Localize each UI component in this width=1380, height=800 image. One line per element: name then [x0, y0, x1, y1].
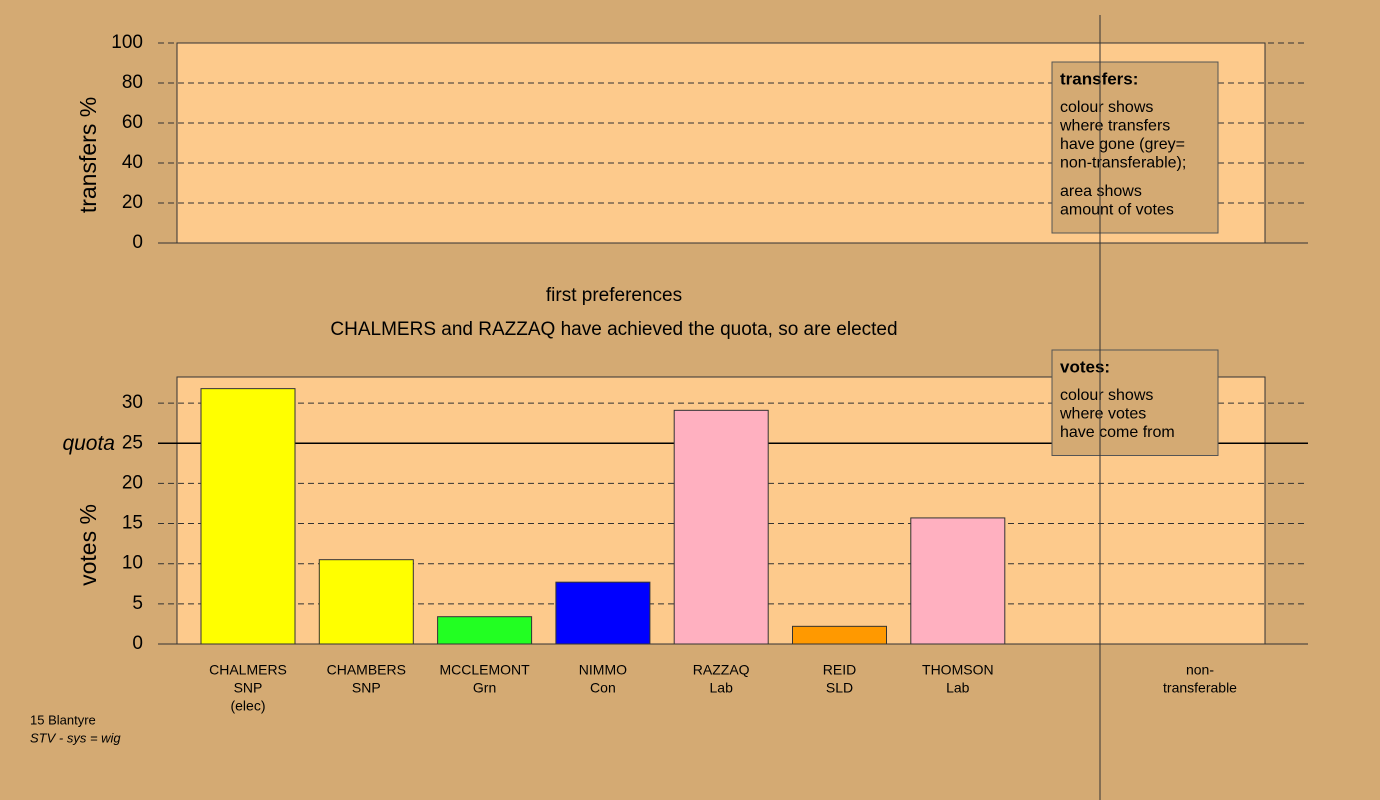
x-tick-label: Con [590, 680, 616, 696]
x-tick-label: (elec) [230, 698, 265, 714]
x-tick-label: NIMMO [579, 662, 627, 678]
legend-text: area shows [1060, 183, 1142, 200]
footer: 15 Blantyre [30, 712, 96, 727]
x-tick-label: THOMSON [922, 662, 994, 678]
x-tick-label: RAZZAQ [693, 662, 750, 678]
bar [437, 616, 533, 645]
y-tick-label: 10 [122, 553, 143, 574]
y-tick-label: 20 [122, 472, 143, 493]
legend-text: non-transferable); [1060, 155, 1186, 172]
x-tick-label: SNP [352, 680, 381, 696]
y-tick-label: 5 [132, 593, 143, 614]
y-tick-label: 15 [122, 513, 143, 534]
legend-box [1051, 61, 1219, 234]
y-tick-label: 0 [132, 633, 143, 654]
chart-title: first preferences [546, 285, 682, 306]
x-tick-label: CHAMBERS [327, 662, 406, 678]
legend-title: votes: [1060, 357, 1110, 376]
bar [555, 581, 651, 645]
legend-box [1051, 349, 1219, 456]
y-tick-label: 100 [111, 32, 143, 53]
x-tick-label: Lab [946, 680, 970, 696]
x-tick-label: REID [823, 662, 856, 678]
legend-text: have gone (grey= [1060, 136, 1185, 153]
annotation: CHALMERS and RAZZAQ have achieved the qu… [330, 319, 897, 340]
legend-title: transfers: [1060, 69, 1138, 88]
x-tick-label: MCCLEMONT [439, 662, 530, 678]
y-tick-label: 40 [122, 152, 143, 173]
y-tick-label: 20 [122, 192, 143, 213]
x-tick-label: Grn [473, 680, 496, 696]
bar [673, 409, 769, 645]
legend-text: where transfers [1059, 118, 1170, 135]
y-tick-label: 80 [122, 72, 143, 93]
y-axis-title: votes % [75, 504, 101, 586]
x-tick-label: Lab [710, 680, 734, 696]
y-tick-label: 0 [132, 232, 143, 253]
x-tick-label: SLD [826, 680, 853, 696]
legend-text: colour shows [1060, 99, 1153, 116]
legend-text: amount of votes [1060, 202, 1174, 219]
x-tick-label: non- [1186, 662, 1214, 678]
legend-text: where votes [1059, 406, 1146, 423]
y-tick-label: 60 [122, 112, 143, 133]
legend-text: have come from [1060, 424, 1175, 441]
bar [318, 559, 414, 645]
bar [792, 625, 887, 645]
x-tick-label: CHALMERS [209, 662, 287, 678]
y-axis-title: transfers % [75, 97, 101, 213]
x-tick-label: SNP [234, 680, 263, 696]
bar [910, 517, 1006, 645]
y-tick-label: 25 [122, 432, 143, 453]
legend-text: colour shows [1060, 387, 1153, 404]
bar [200, 388, 296, 645]
y-tick-label: 30 [122, 392, 143, 413]
quota-label: quota [62, 432, 115, 455]
x-tick-label: transferable [1163, 680, 1237, 696]
footer: STV - sys = wig [30, 730, 121, 745]
